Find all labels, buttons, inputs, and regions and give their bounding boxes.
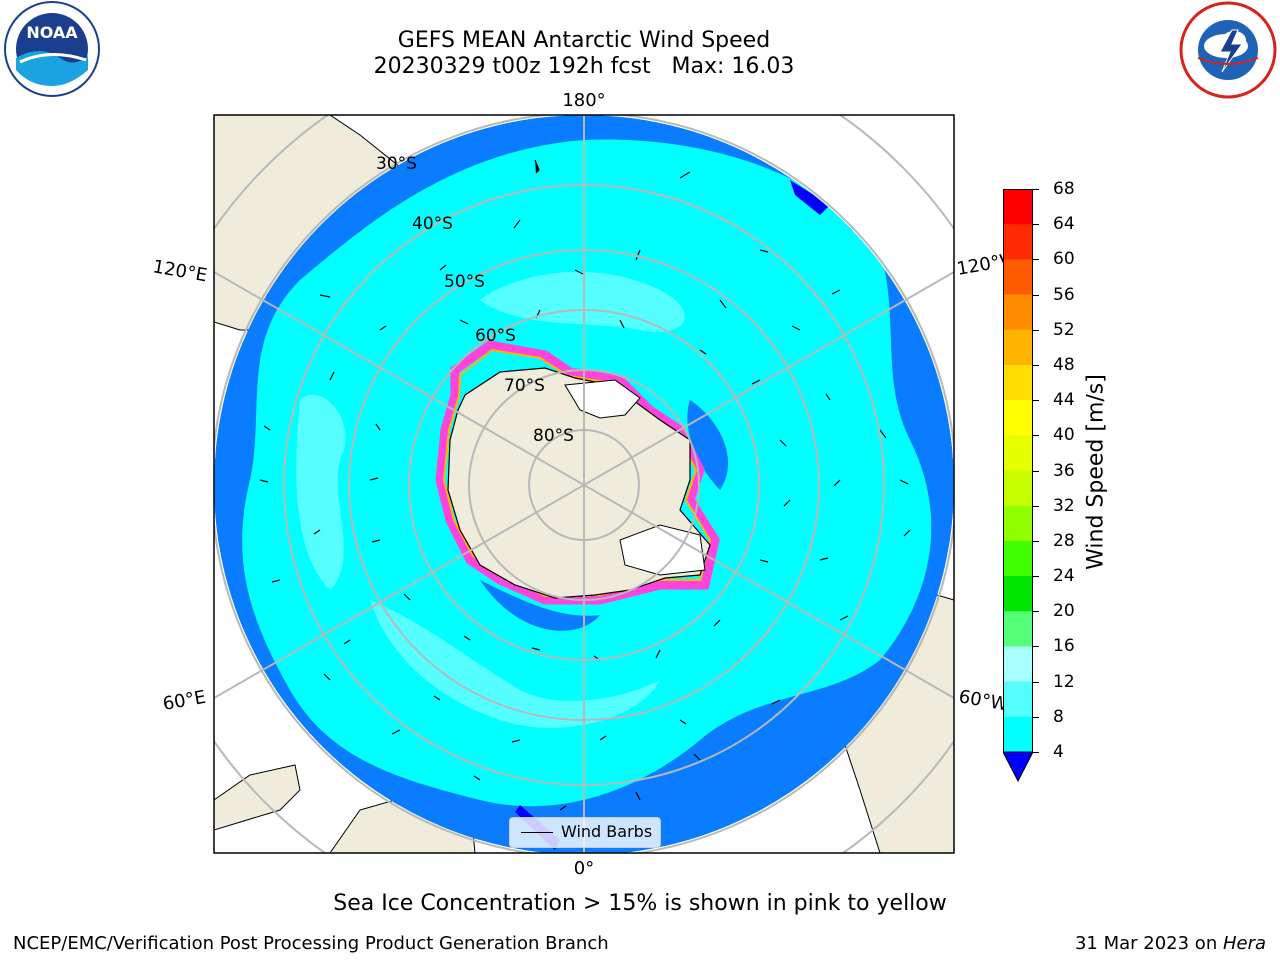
colorbar-tick-mark: [1033, 224, 1039, 226]
colorbar-segment: [1003, 681, 1033, 718]
colorbar-segment: [1003, 364, 1033, 401]
lat-label-70s: 70°S: [504, 376, 545, 396]
map-legend: Wind Barbs: [509, 817, 661, 848]
colorbar-tick-label: 36: [1053, 460, 1075, 481]
lon-label-120e: 120°E: [151, 256, 209, 286]
footer-credit: NCEP/EMC/Verification Post Processing Pr…: [13, 933, 609, 954]
colorbar-tick-label: 8: [1053, 706, 1064, 727]
footer-date-text: 31 Mar 2023 on: [1074, 933, 1223, 954]
colorbar-segment: [1003, 611, 1033, 647]
colorbar-frame: [1003, 189, 1033, 753]
lat-label-80s: 80°S: [533, 426, 574, 446]
graticule: [214, 115, 954, 853]
colorbar-segment: [1003, 294, 1033, 331]
legend-label: Wind Barbs: [561, 822, 653, 841]
colorbar-tick-mark: [1033, 364, 1039, 366]
lon-label-0: 0°: [574, 858, 594, 879]
colorbar-segment: [1003, 329, 1033, 366]
colorbar-extend-triangle: [1003, 751, 1033, 783]
footer-machine: Hera: [1222, 933, 1266, 954]
lon-label-60w: 60°W: [957, 686, 1010, 715]
lat-label-60s: 60°S: [475, 326, 516, 346]
colorbar-segment: [1003, 716, 1033, 753]
colorbar-segment: [1003, 259, 1033, 296]
colorbar-tick-mark: [1033, 716, 1039, 718]
colorbar-tick-label: 48: [1053, 354, 1075, 375]
colorbar-tick-mark: [1033, 294, 1039, 296]
colorbar-tick-mark: [1033, 540, 1039, 542]
wind-barb-legend-line: [521, 832, 553, 833]
colorbar-tick-mark: [1033, 646, 1039, 648]
colorbar-tick-label: 60: [1053, 249, 1075, 270]
map-frame: [213, 114, 955, 854]
lon-label-180: 180°: [562, 90, 605, 111]
colorbar-tick-mark: [1033, 329, 1039, 331]
colorbar-tick-mark: [1033, 189, 1039, 190]
colorbar-tick-label: 44: [1053, 390, 1075, 411]
colorbar-tick-label: 56: [1053, 284, 1075, 305]
colorbar-tick-mark: [1033, 681, 1039, 683]
colorbar-segment: [1003, 540, 1033, 577]
colorbar-tick-label: 32: [1053, 495, 1075, 516]
colorbar-tick-label: 24: [1053, 566, 1075, 587]
colorbar-tick-mark: [1033, 259, 1039, 261]
colorbar-tick-mark: [1033, 470, 1039, 472]
colorbar-segment: [1003, 435, 1033, 471]
lat-label-50s: 50°S: [444, 272, 485, 292]
colorbar-tick-mark: [1033, 752, 1039, 753]
colorbar-label: Wind Speed [m/s]: [1083, 374, 1109, 570]
colorbar-tick-mark: [1033, 505, 1039, 507]
colorbar-tick-label: 40: [1053, 425, 1075, 446]
colorbar-tick-mark: [1033, 435, 1039, 437]
colorbar-tick-label: 4: [1053, 742, 1064, 762]
colorbar: [1003, 189, 1033, 783]
chart-title: GEFS MEAN Antarctic Wind Speed: [397, 28, 771, 53]
sea-ice-note: Sea Ice Concentration > 15% is shown in …: [333, 891, 947, 916]
noaa-logo: NOAA: [4, 1, 100, 97]
colorbar-segment: [1003, 189, 1033, 225]
colorbar-tick-mark: [1033, 611, 1039, 613]
colorbar-tick-label: 64: [1053, 214, 1075, 235]
colorbar-segment: [1003, 400, 1033, 436]
lat-label-30s: 30°S: [376, 154, 417, 174]
colorbar-segment: [1003, 224, 1033, 260]
colorbar-segment: [1003, 470, 1033, 507]
colorbar-tick-label: 28: [1053, 530, 1075, 551]
colorbar-segment: [1003, 576, 1033, 612]
svg-text:NOAA: NOAA: [26, 23, 78, 42]
lon-label-60e: 60°E: [161, 687, 207, 715]
colorbar-segment: [1003, 646, 1033, 683]
colorbar-tick-label: 20: [1053, 601, 1075, 622]
colorbar-tick-mark: [1033, 400, 1039, 402]
footer-date: 31 Mar 2023 on Hera: [1075, 933, 1266, 954]
lat-label-40s: 40°S: [412, 214, 453, 234]
colorbar-tick-label: 16: [1053, 636, 1075, 657]
colorbar-segment: [1003, 505, 1033, 542]
colorbar-tick-mark: [1033, 576, 1039, 578]
colorbar-tick-label: 52: [1053, 319, 1075, 340]
national-weather-service-logo: [1179, 1, 1277, 99]
colorbar-tick-label: 68: [1053, 179, 1075, 199]
colorbar-tick-label: 12: [1053, 671, 1075, 692]
chart-subtitle: 20230329 t00z 192h fcst Max: 16.03: [373, 54, 795, 79]
